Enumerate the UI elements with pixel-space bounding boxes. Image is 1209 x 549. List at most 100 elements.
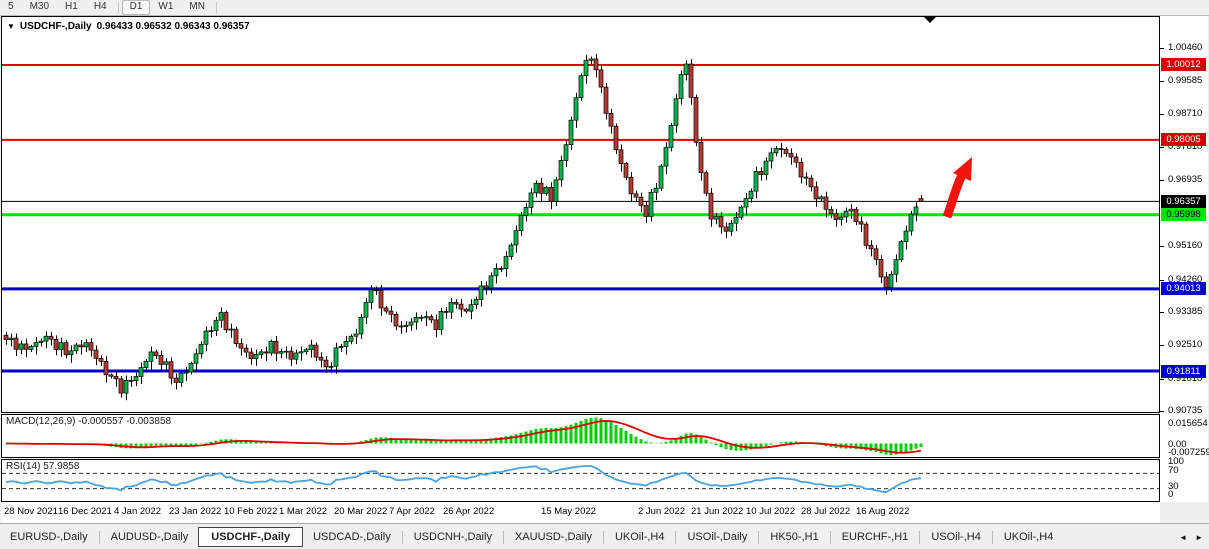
tab-separator — [675, 530, 677, 544]
rsi-indicator-panel[interactable]: RSI(14) 57.9858 — [1, 459, 1160, 502]
indicator-axis-label: 0.015654 — [1168, 418, 1208, 429]
main-chart-panel[interactable]: ▼ USDCHF-,Daily 0.96433 0.96532 0.96343 … — [1, 16, 1160, 413]
macd-canvas[interactable] — [2, 415, 1159, 457]
price-tick-label: 0.94260 — [1168, 274, 1203, 285]
tab-separator — [829, 530, 831, 544]
date-tick-label: 28 Jul 2022 — [801, 506, 851, 517]
chart-tab-audusd-daily[interactable]: AUDUSD-,Daily — [110, 531, 189, 543]
rsi-label: RSI(14) 57.9858 — [6, 461, 80, 472]
axis-tick — [1160, 411, 1164, 412]
indicator-axis-label: 100 — [1168, 456, 1184, 467]
date-tick-label: 23 Jan 2022 — [169, 506, 222, 517]
price-tick-label: 1.00460 — [1168, 42, 1203, 53]
chart-title: ▼ USDCHF-,Daily 0.96433 0.96532 0.96343 … — [7, 21, 250, 32]
date-tick-label: 1 Mar 2022 — [279, 506, 328, 517]
chart-tab-usdcnh-daily[interactable]: USDCNH-,Daily — [413, 531, 492, 543]
chart-dropdown-caret-icon[interactable]: ▼ — [7, 21, 15, 31]
axis-tick — [1160, 114, 1164, 115]
indicator-axis-label: 30 — [1168, 481, 1179, 492]
annotation-arrow-head-icon — [953, 157, 972, 181]
price-tick-label: 0.99585 — [1168, 75, 1203, 86]
timeframe-button-h1[interactable]: H1 — [65, 1, 78, 12]
date-tick-label: 16 Dec 2021 — [58, 506, 112, 517]
chart-tab-usdchf-daily[interactable]: USDCHF-,Daily — [198, 527, 304, 547]
tab-separator — [758, 530, 760, 544]
date-tick-label: 28 Nov 2021 — [4, 506, 58, 517]
price-level-badge: 0.96357 — [1161, 195, 1206, 208]
tab-separator — [602, 530, 604, 544]
price-tick-label: 0.93385 — [1168, 306, 1203, 317]
date-tick-label: 26 Apr 2022 — [443, 506, 495, 517]
tab-scroll-right-icon[interactable]: ► — [1195, 532, 1203, 542]
price-tick-label: 0.92510 — [1168, 339, 1203, 350]
indicator-axis-label: 0.00 — [1168, 439, 1187, 450]
toolbar-separator — [215, 2, 217, 13]
date-tick-label: 21 Jun 2022 — [691, 506, 744, 517]
toolbar-separator — [117, 2, 119, 13]
timeframe-toolbar: 5 M30 H1 H4 D1 W1 MN — [0, 0, 1209, 16]
timeframe-button-5[interactable]: 5 — [8, 1, 14, 12]
axis-tick — [1160, 147, 1164, 148]
price-tick-label: 0.95160 — [1168, 240, 1203, 251]
price-level-badge: 1.00012 — [1161, 58, 1206, 71]
tab-separator — [401, 530, 403, 544]
macd-indicator-panel[interactable]: MACD(12,26,9) -0.000557 -0.003858 — [1, 414, 1160, 458]
axis-tick — [1160, 48, 1164, 49]
price-tick-label: 0.97810 — [1168, 141, 1203, 152]
axis-tick — [1160, 345, 1164, 346]
axis-tick — [1160, 180, 1164, 181]
price-tick-label: 0.98710 — [1168, 108, 1203, 119]
chart-tab-ukoil-h4[interactable]: UKOil-,H4 — [614, 531, 665, 543]
chart-tab-xauusd-daily[interactable]: XAUUSD-,Daily — [514, 531, 592, 543]
annotation-arrow-tail — [942, 172, 967, 219]
indicator-axis-label: -0.007259 — [1168, 447, 1209, 458]
chart-tab-eurusd-daily[interactable]: EURUSD-,Daily — [10, 531, 88, 543]
timeframe-button-mn[interactable]: MN — [189, 1, 205, 12]
date-tick-label: 2 Jun 2022 — [638, 506, 686, 517]
timeframe-button-h4[interactable]: H4 — [93, 1, 107, 12]
date-tick-label: 20 Mar 2022 — [334, 506, 388, 517]
chart-tab-ukoil-h4[interactable]: UKOil-,H4 — [1003, 531, 1054, 543]
chart-tab-bar: EURUSD-,Daily AUDUSD-,Daily USDCHF-,Daily U… — [0, 523, 1209, 549]
indicator-axis-label: 0 — [1168, 489, 1174, 500]
date-tick-label: 4 Jan 2022 — [114, 506, 162, 517]
timeframe-button-d1[interactable]: D1 — [121, 0, 151, 15]
macd-label: MACD(12,26,9) -0.000557 -0.003858 — [6, 416, 172, 427]
price-axis[interactable]: 1.00460 0.99585 0.98710 0.97810 0.96935 0.951… — [1160, 16, 1209, 502]
chart-tab-eurchf-h1[interactable]: EURCHF-,H1 — [841, 531, 909, 543]
tab-separator — [502, 530, 504, 544]
price-level-badge: 0.98005 — [1161, 133, 1206, 146]
chart-tab-usoil-h4[interactable]: USOil-,H4 — [931, 531, 981, 543]
price-tick-label: 0.91610 — [1168, 373, 1203, 384]
price-level-badge: 0.94013 — [1161, 282, 1206, 295]
rsi-canvas[interactable] — [2, 460, 1159, 501]
timeframe-button-m30[interactable]: M30 — [29, 1, 50, 12]
price-level-badge: 0.91811 — [1161, 365, 1206, 378]
chart-ohlc-values: 0.96433 0.96532 0.96343 0.96357 — [96, 21, 250, 32]
date-tick-label: 7 Apr 2022 — [389, 506, 435, 517]
date-tick-label: 10 Jul 2022 — [746, 506, 796, 517]
date-tick-label: 10 Feb 2022 — [224, 506, 278, 517]
date-axis[interactable]: 28 Nov 2021 16 Dec 2021 4 Jan 2022 23 Jan 2… — [1, 502, 1160, 523]
candlestick-chart-canvas[interactable] — [2, 17, 1159, 412]
axis-tick — [1160, 280, 1164, 281]
tab-separator — [991, 530, 993, 544]
chart-tab-usoil-daily[interactable]: USOil-,Daily — [687, 531, 748, 543]
timeframe-button-w1[interactable]: W1 — [158, 1, 174, 12]
price-tick-label: 0.90735 — [1168, 405, 1203, 416]
price-tick-label: 0.96935 — [1168, 174, 1203, 185]
axis-tick — [1160, 379, 1164, 380]
chart-symbol: USDCHF-,Daily — [19, 21, 92, 32]
chart-tab-usdcad-daily[interactable]: USDCAD-,Daily — [313, 531, 391, 543]
price-level-badge: 0.95998 — [1161, 208, 1206, 221]
tab-separator — [98, 530, 100, 544]
date-tick-label: 16 Aug 2022 — [856, 506, 910, 517]
tab-scroll-left-icon[interactable]: ◄ — [1179, 532, 1188, 542]
chart-tab-hk50-h1[interactable]: HK50-,H1 — [770, 531, 819, 543]
tab-separator — [919, 530, 921, 544]
axis-tick — [1160, 312, 1164, 313]
chart-shift-marker-icon — [924, 17, 936, 23]
axis-tick — [1160, 246, 1164, 247]
indicator-axis-label: 70 — [1168, 465, 1179, 476]
